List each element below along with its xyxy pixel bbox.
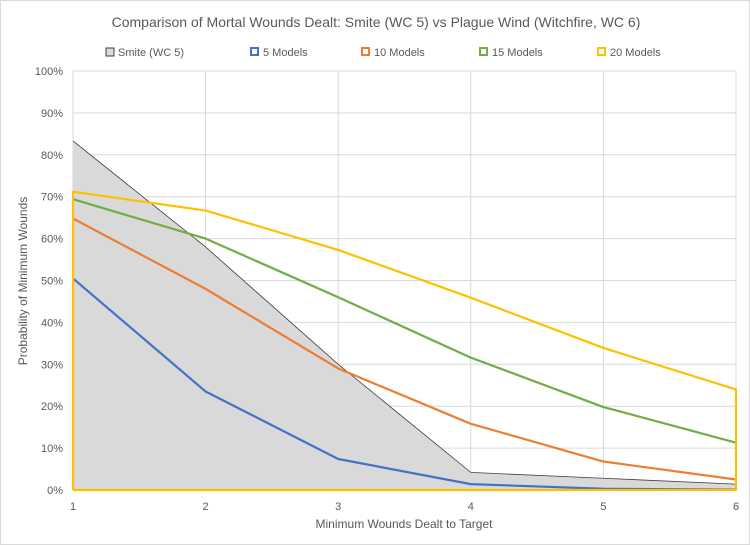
y-tick-label: 100% [35,66,63,78]
y-tick-label: 50% [41,276,63,288]
legend-label: Smite (WC 5) [118,47,184,59]
legend-label: 20 Models [610,47,661,59]
x-tick-label: 1 [70,501,76,513]
y-tick-label: 30% [41,359,63,371]
series-line-10-models [72,217,737,481]
legend: Smite (WC 5) 5 Models 10 Models 15 Models 20… [105,47,661,59]
legend-item: 15 Models [479,47,543,59]
smite-area-edge [72,140,737,485]
chart-title: Comparison of Mortal Wounds Dealt: Smite… [112,14,641,30]
smite-area [73,140,736,490]
legend-item: 10 Models [361,47,425,59]
legend-label: 5 Models [263,47,308,59]
y-tick-label: 10% [41,443,63,455]
series-line-5-models [72,277,737,491]
x-tick-label: 5 [600,501,606,513]
legend-swatch [361,47,370,56]
legend-swatch [105,47,115,57]
series-line-20-models [71,190,738,492]
legend-item: Smite (WC 5) [105,47,184,59]
series-line-15-models [72,198,737,444]
y-tick-label: 90% [41,108,63,120]
legend-swatch [250,47,259,56]
y-tick-label: 20% [41,401,63,413]
y-tick-label: 60% [41,234,63,246]
legend-item: 5 Models [250,47,308,59]
x-tick-label: 4 [468,501,474,513]
y-tick-label: 80% [41,150,63,162]
series-layer [71,140,738,492]
x-tick-label: 2 [203,501,209,513]
legend-label: 10 Models [374,47,425,59]
x-axis-label: Minimum Wounds Dealt to Target [316,517,494,531]
axes: 0% 10% 20% 30% 40% 50% 60% 70% 80% 90% 100% 1 2 3 4 5 6 [35,66,739,513]
x-tick-label: 3 [335,501,341,513]
legend-item: 20 Models [597,47,661,59]
y-axis-label: Probability of Minimum Wounds [16,197,30,366]
y-tick-label: 0% [47,485,63,497]
legend-swatch [597,47,606,56]
legend-label: 15 Models [492,47,543,59]
y-tick-label: 40% [41,317,63,329]
x-tick-label: 6 [733,501,739,513]
y-tick-label: 70% [41,192,63,204]
legend-swatch [479,47,488,56]
